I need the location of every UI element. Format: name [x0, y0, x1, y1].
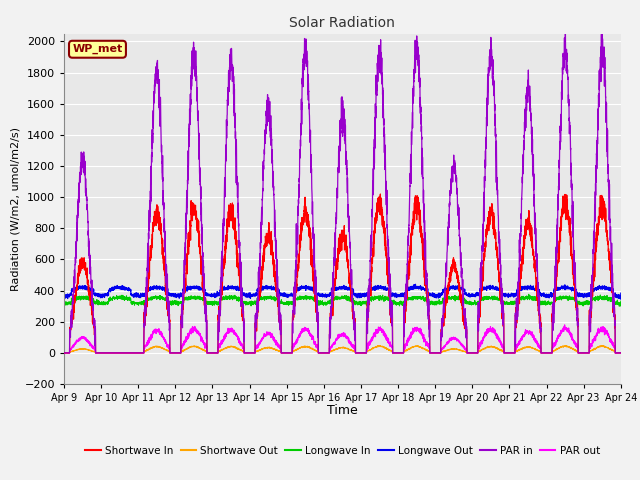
Text: WP_met: WP_met	[72, 44, 123, 54]
Title: Solar Radiation: Solar Radiation	[289, 16, 396, 30]
Legend: Shortwave In, Shortwave Out, Longwave In, Longwave Out, PAR in, PAR out: Shortwave In, Shortwave Out, Longwave In…	[81, 442, 604, 460]
Y-axis label: Radiation (W/m2, umol/m2/s): Radiation (W/m2, umol/m2/s)	[10, 127, 20, 291]
X-axis label: Time: Time	[327, 405, 358, 418]
